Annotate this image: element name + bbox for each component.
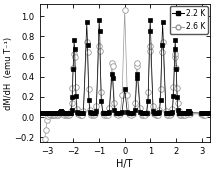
X-axis label: H/T: H/T xyxy=(116,159,133,169)
Y-axis label: dM/dH  (emu T⁻¹): dM/dH (emu T⁻¹) xyxy=(4,37,13,110)
Legend: 2.2 K, 2.6 K: 2.2 K, 2.6 K xyxy=(170,6,208,34)
